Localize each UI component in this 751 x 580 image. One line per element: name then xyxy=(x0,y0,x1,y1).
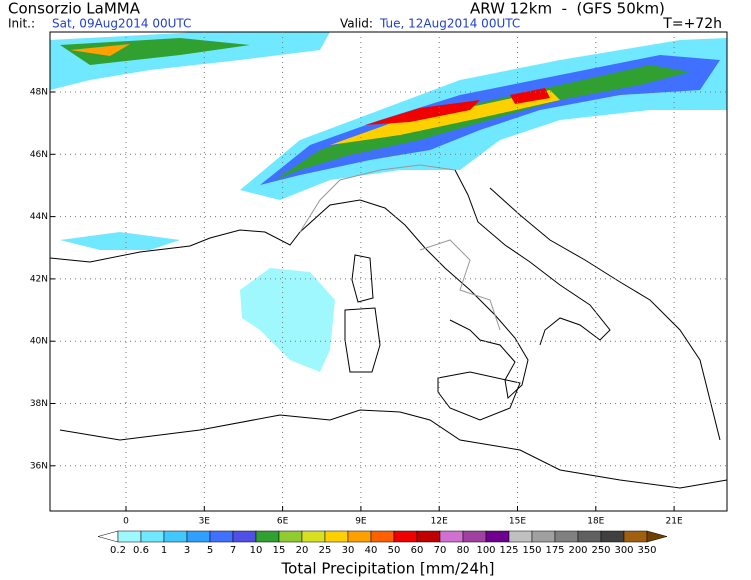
colorbar-label: 150 xyxy=(522,545,541,556)
colorbar-label: 1 xyxy=(161,545,167,556)
colorbar-label: 0.6 xyxy=(133,545,149,556)
colorbar-swatch xyxy=(117,530,142,543)
lon-label: 9E xyxy=(355,517,367,527)
colorbar-label: 5 xyxy=(207,545,213,556)
colorbar-swatch xyxy=(462,530,487,543)
colorbar-label: 15 xyxy=(273,545,286,556)
colorbar-label: 40 xyxy=(365,545,378,556)
colorbar-swatch xyxy=(301,530,326,543)
lon-label: 6E xyxy=(277,517,289,527)
model: ARW 12km - (GFS 50km) xyxy=(470,0,665,18)
colorbar-swatch xyxy=(623,530,648,543)
lead-time: T=+72h xyxy=(662,16,722,32)
colorbar-label: 10 xyxy=(250,545,263,556)
title: Consorzio LaMMA xyxy=(8,0,141,18)
lon-label: 0 xyxy=(123,517,129,527)
colorbar-swatch xyxy=(324,530,349,543)
colorbar-swatch xyxy=(163,530,188,543)
colorbar-label: 60 xyxy=(411,545,424,556)
colorbar-swatch xyxy=(347,530,372,543)
colorbar-label: 20 xyxy=(296,545,309,556)
colorbar-label: 175 xyxy=(545,545,564,556)
colorbar-label: 125 xyxy=(499,545,518,556)
lon-label: 18E xyxy=(587,517,604,527)
colorbar-swatch xyxy=(255,530,280,543)
colorbar-swatch xyxy=(140,530,165,543)
lon-label: 12E xyxy=(431,517,448,527)
colorbar-swatch xyxy=(531,530,556,543)
colorbar-swatch xyxy=(393,530,418,543)
lat-label: 46N xyxy=(30,150,48,160)
colorbar-label: 30 xyxy=(342,545,355,556)
lon-label: 15E xyxy=(509,517,526,527)
lat-label: 38N xyxy=(30,399,48,409)
colorbar-swatch xyxy=(508,530,533,543)
colorbar-label: 80 xyxy=(457,545,470,556)
colorbar-swatch xyxy=(370,530,395,543)
colorbar-label: 300 xyxy=(614,545,633,556)
colorbar-label: 3 xyxy=(184,545,190,556)
colorbar-swatch xyxy=(186,530,211,543)
map-frame xyxy=(49,31,728,512)
valid-label: Valid: xyxy=(340,17,373,31)
coastlines xyxy=(49,169,728,489)
init-date: Sat, 09Aug2014 00UTC xyxy=(52,17,191,31)
colorbar-swatch xyxy=(439,530,464,543)
colorbar-swatch xyxy=(554,530,579,543)
colorbar-label: 350 xyxy=(637,545,656,556)
colorbar-label: 7 xyxy=(230,545,236,556)
lat-label: 40N xyxy=(30,337,48,347)
lat-label: 48N xyxy=(30,88,48,98)
colorbar-label: 0.2 xyxy=(110,545,126,556)
lat-label: 44N xyxy=(30,212,48,222)
colorbar-label: 25 xyxy=(319,545,332,556)
colorbar-title: Total Precipitation [mm/24h] xyxy=(281,560,495,578)
colorbar-label: 70 xyxy=(434,545,447,556)
colorbar-end xyxy=(97,530,119,543)
colorbar-swatch xyxy=(485,530,510,543)
lat-label: 42N xyxy=(30,274,48,284)
borders xyxy=(299,164,501,331)
colorbar-swatch xyxy=(209,530,234,543)
colorbar-end xyxy=(646,530,668,543)
map xyxy=(49,31,728,512)
lon-label: 21E xyxy=(666,517,683,527)
colorbar-label: 100 xyxy=(476,545,495,556)
colorbar-swatch xyxy=(416,530,441,543)
colorbar-swatch xyxy=(600,530,625,543)
valid-date: Tue, 12Aug2014 00UTC xyxy=(379,17,520,31)
colorbar-swatch xyxy=(278,530,303,543)
colorbar-swatch xyxy=(232,530,257,543)
lat-label: 36N xyxy=(30,461,48,471)
colorbar-swatch xyxy=(577,530,602,543)
lon-label: 3E xyxy=(199,517,211,527)
colorbar-label: 50 xyxy=(388,545,401,556)
init-label: Init.: xyxy=(8,17,35,31)
precipitation xyxy=(50,32,727,372)
colorbar-label: 200 xyxy=(568,545,587,556)
colorbar-label: 250 xyxy=(591,545,610,556)
